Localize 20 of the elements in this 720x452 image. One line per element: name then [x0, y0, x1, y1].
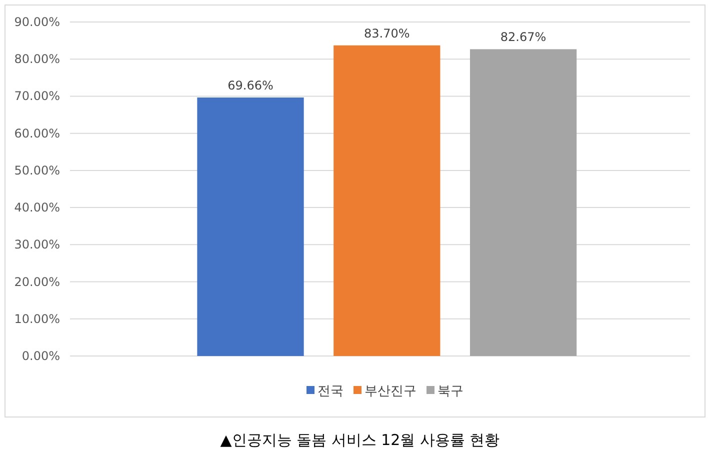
legend-label: 북구: [438, 384, 464, 399]
y-tick-label: 10.00%: [14, 312, 60, 326]
y-tick-label: 30.00%: [14, 238, 60, 252]
y-tick-label: 70.00%: [14, 89, 60, 104]
bar: [197, 97, 304, 356]
legend-label: 전국: [318, 384, 344, 399]
y-tick-label: 20.00%: [14, 274, 60, 289]
y-tick-label: 80.00%: [14, 52, 60, 66]
y-tick-label: 40.00%: [14, 200, 60, 215]
y-tick-label: 90.00%: [14, 15, 60, 29]
y-tick-label: 50.00%: [14, 163, 60, 178]
data-label: 83.70%: [364, 26, 410, 40]
data-label: 69.66%: [228, 78, 274, 92]
y-tick-label: 60.00%: [14, 126, 60, 140]
bar: [334, 45, 440, 356]
text: ▲인공지능 돌봄 서비스 12월 사용률 현황: [220, 431, 500, 449]
legend-label: 부산진구: [364, 384, 416, 399]
y-tick-label: 0.00%: [22, 349, 60, 363]
bar: [470, 49, 577, 356]
data-label: 82.67%: [500, 30, 546, 44]
